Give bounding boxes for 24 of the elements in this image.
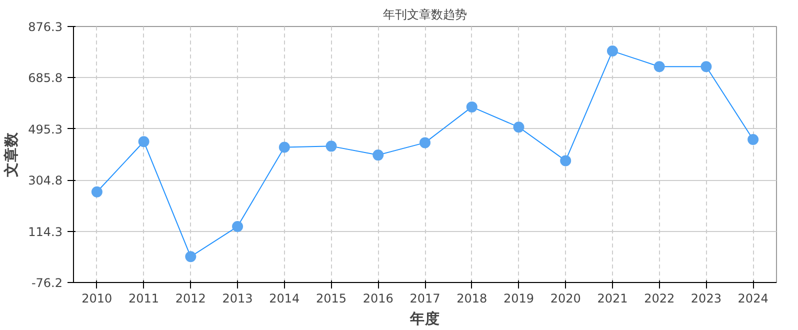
x-tick-label: 2013	[222, 292, 253, 306]
y-tick-label: 304.8	[28, 174, 63, 188]
x-tick-label: 2022	[644, 292, 675, 306]
x-tick-label: 2011	[128, 292, 160, 306]
x-tick-label: 2024	[738, 292, 768, 306]
x-tick-label: 2017	[410, 292, 440, 306]
x-tick-label: 2023	[690, 292, 722, 306]
x-tick-label: 2019	[503, 292, 534, 306]
x-tick-label: 2018	[456, 292, 488, 306]
x-tick-label: 2021	[597, 292, 628, 306]
x-tick-label: 2016	[362, 292, 394, 306]
x-tick-label: 2014	[269, 292, 300, 306]
y-tick-label: 114.3	[28, 224, 63, 239]
x-tick-label: 2015	[316, 292, 347, 306]
x-tick-label: 2010	[82, 292, 112, 306]
y-tick-label: 495.3	[28, 122, 63, 136]
chart-title: 年刊文章数趋势	[383, 8, 467, 22]
x-axis-title: 年度	[409, 310, 440, 328]
y-tick-label: -76.2	[31, 276, 63, 290]
x-tick-label: 2020	[550, 292, 581, 306]
y-axis-title: 文章数	[2, 131, 20, 178]
y-tick-label: 876.3	[28, 20, 63, 34]
y-tick-label: 685.8	[28, 71, 63, 86]
x-tick-label: 2012	[175, 292, 206, 306]
